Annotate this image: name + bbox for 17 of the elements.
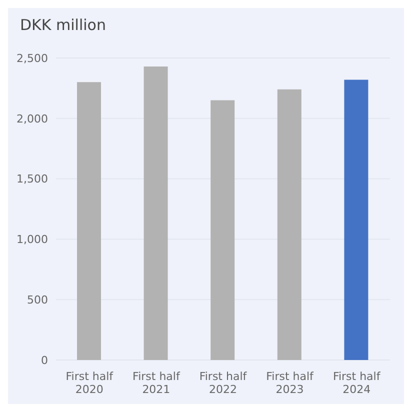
x-tick-label: First half 2021 xyxy=(132,370,181,396)
y-tick-label: 2,500 xyxy=(16,52,48,65)
y-tick-label: 1,000 xyxy=(16,233,48,246)
bar xyxy=(77,82,101,360)
y-tick-label: 0 xyxy=(41,354,48,367)
y-tick-label: 2,000 xyxy=(16,112,48,126)
bar xyxy=(144,66,168,360)
bar xyxy=(277,89,302,360)
y-tick-label: 500 xyxy=(27,294,48,307)
x-tick-label: First half 2022 xyxy=(199,370,248,396)
y-tick-label: 1,500 xyxy=(16,172,48,186)
y-axis-title: DKK million xyxy=(20,16,106,34)
x-tick-label: First half 2024 xyxy=(332,370,382,396)
bar xyxy=(344,80,368,360)
x-tick-label: First half 2023 xyxy=(266,370,315,396)
x-tick-label: First half 2020 xyxy=(66,370,114,396)
bar xyxy=(210,100,235,360)
